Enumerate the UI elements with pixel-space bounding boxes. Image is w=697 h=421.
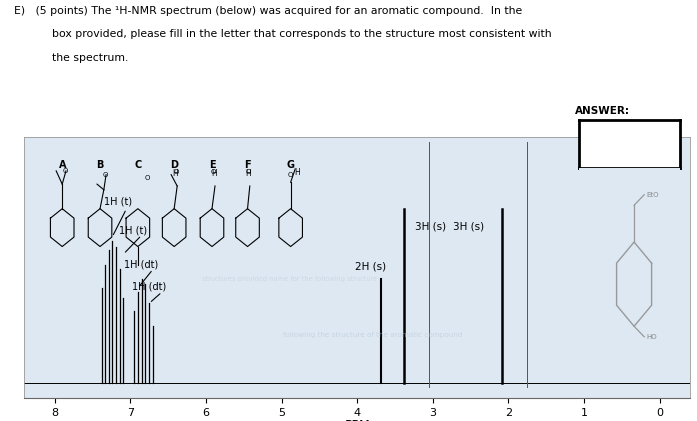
Text: box provided, please fill in the letter that corresponds to the structure most c: box provided, please fill in the letter … [52,29,552,40]
Text: 3H (s): 3H (s) [415,221,446,232]
Text: HO: HO [647,334,657,340]
Text: A: A [59,160,66,170]
Text: the spectrum.: the spectrum. [52,53,129,63]
Text: O: O [288,173,293,179]
Text: O: O [174,169,179,175]
Text: H: H [172,169,178,179]
Text: E)   (5 points) The ¹H-NMR spectrum (below) was acquired for an aromatic compoun: E) (5 points) The ¹H-NMR spectrum (below… [14,6,522,16]
Text: H: H [245,169,252,179]
Text: E: E [208,160,215,170]
Text: O: O [246,169,252,175]
Text: 2H (s): 2H (s) [355,261,385,271]
Text: D: D [170,160,178,170]
Text: following the structure of the aromatic compound: following the structure of the aromatic … [282,333,462,338]
Text: 1H (dt): 1H (dt) [124,259,158,269]
Text: F: F [244,160,251,170]
X-axis label: PPM: PPM [344,419,370,421]
Text: 1H (dt): 1H (dt) [132,282,167,292]
Text: C: C [135,160,141,170]
Text: ANSWER:: ANSWER: [576,106,630,116]
Text: G: G [286,160,295,170]
Text: O: O [145,176,151,181]
Text: O: O [62,168,68,174]
Text: H: H [294,168,300,177]
Text: 1H (t): 1H (t) [118,225,147,235]
Text: H: H [210,169,217,179]
Text: B: B [96,160,104,170]
Text: structures provided name for the following structure: structures provided name for the followi… [201,276,377,282]
Text: O: O [102,172,107,178]
Text: 1H (t): 1H (t) [104,197,132,207]
Text: EtO: EtO [647,192,659,198]
Text: O: O [210,169,216,175]
Text: 3H (s): 3H (s) [453,221,484,232]
